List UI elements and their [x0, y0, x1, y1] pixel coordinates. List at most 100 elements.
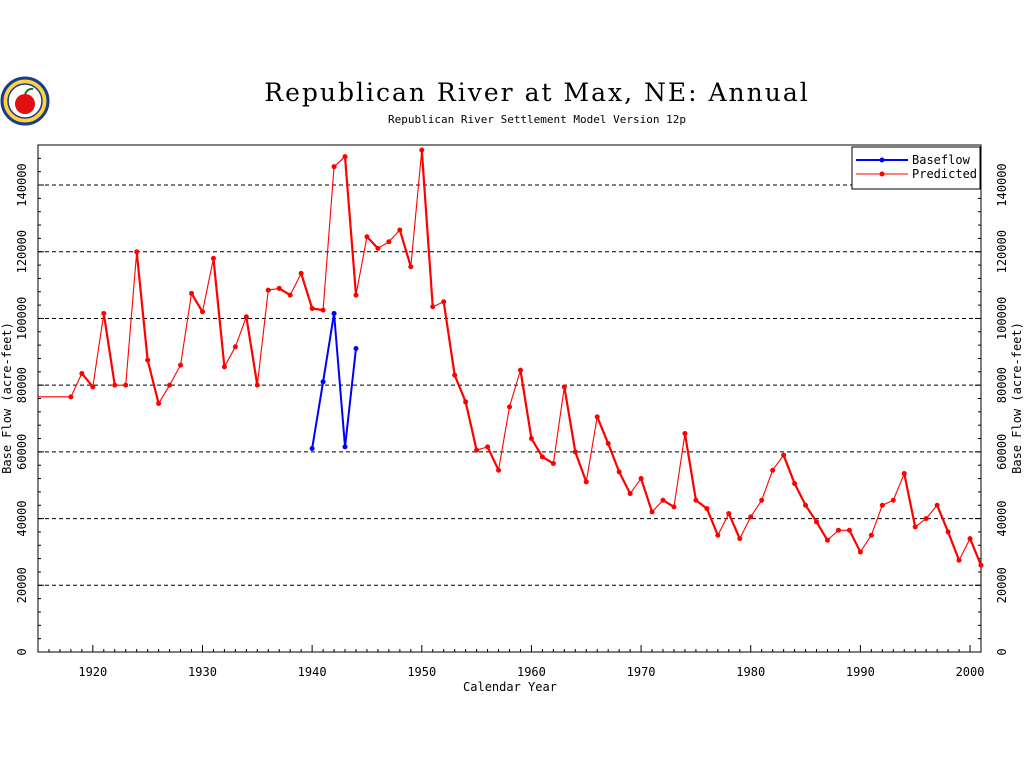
series-segment: [388, 229, 401, 243]
series-segment: [497, 406, 511, 471]
data-point: [572, 449, 578, 455]
series-segment: [903, 473, 917, 528]
gridlines: [38, 184, 981, 586]
series-segment: [640, 478, 654, 513]
data-point: [441, 299, 447, 305]
x-tick-label: 1980: [736, 665, 765, 679]
apple-seal-icon: [0, 76, 50, 126]
series-segment: [410, 149, 423, 267]
data-point: [386, 239, 392, 245]
data-point: [320, 307, 326, 313]
data-point: [485, 444, 491, 450]
data-point: [221, 364, 227, 370]
data-point: [934, 502, 940, 508]
x-tick-label: 1930: [188, 665, 217, 679]
data-point: [134, 249, 140, 255]
data-point: [254, 382, 260, 388]
data-point: [594, 414, 600, 420]
data-point: [835, 527, 841, 533]
data-point: [868, 532, 874, 538]
data-point: [792, 481, 798, 487]
series-segment: [673, 433, 686, 507]
series-segment: [311, 381, 325, 449]
series-segment: [750, 499, 763, 518]
data-point: [79, 370, 85, 376]
y-tick-label-left: 140000: [15, 163, 29, 206]
data-point: [759, 497, 765, 503]
data-point: [320, 379, 326, 385]
series-layer: [38, 147, 984, 568]
data-point: [463, 399, 469, 405]
data-point: [265, 287, 271, 293]
series-segment: [398, 229, 412, 268]
data-point: [781, 452, 787, 458]
data-point: [726, 511, 732, 517]
data-point: [199, 309, 205, 315]
y-tick-label-right: 140000: [995, 163, 1009, 206]
data-point: [539, 454, 545, 460]
series-segment: [442, 301, 456, 376]
data-point: [232, 344, 238, 350]
series-segment: [717, 513, 730, 536]
series-segment: [92, 313, 105, 387]
series-segment: [125, 251, 138, 386]
series-segment: [739, 516, 752, 539]
x-tick-label: 1990: [846, 665, 875, 679]
series-segment: [585, 416, 598, 482]
series-segment: [453, 374, 467, 403]
data-point: [375, 245, 381, 251]
y-tick-label-right: 60000: [995, 434, 1009, 470]
data-point: [276, 285, 282, 291]
series-segment: [618, 471, 632, 495]
series-segment: [289, 273, 302, 296]
series-segment: [366, 235, 379, 250]
series-segment: [892, 473, 905, 501]
data-point: [660, 497, 666, 503]
x-axis-title: Calendar Year: [463, 680, 557, 694]
series-segment: [815, 521, 829, 541]
x-tick-label: 1960: [517, 665, 546, 679]
data-point: [561, 384, 567, 390]
series-segment: [727, 513, 741, 540]
series-segment: [552, 386, 565, 464]
data-point: [331, 310, 337, 316]
data-point: [770, 467, 776, 473]
legend-label-baseflow: Baseflow: [912, 153, 971, 167]
y-axis-ticks: 0 0 20000 20000 40000 40000 60000 60000 80000 800…: [15, 144, 1009, 656]
data-point: [397, 227, 403, 233]
series-segment: [607, 443, 621, 473]
series-segment: [420, 149, 434, 307]
x-tick-label: 2000: [956, 665, 985, 679]
data-point: [605, 441, 611, 447]
data-point: [331, 164, 337, 170]
series-segment: [651, 499, 664, 513]
x-tick-label: 1920: [78, 665, 107, 679]
y-axis-title-left: Base Flow (acre-feet): [0, 322, 14, 474]
series-segment: [300, 273, 314, 309]
series-segment: [761, 470, 774, 501]
series-segment: [212, 258, 226, 367]
series-segment: [486, 446, 500, 471]
series-segment: [70, 373, 83, 398]
data-point: [353, 345, 359, 351]
data-point: [309, 305, 315, 311]
series-predicted: [38, 147, 984, 568]
legend-marker-baseflow: [879, 157, 885, 163]
series-segment: [146, 359, 160, 404]
data-point: [550, 461, 556, 467]
x-axis-ticks: 1920 1930 1940 1950 1960 1970 1980 1990 2000: [37, 645, 985, 679]
data-point: [145, 357, 151, 363]
data-point: [967, 536, 973, 542]
series-segment: [322, 313, 336, 382]
series-segment: [859, 534, 872, 553]
series-segment: [629, 478, 642, 494]
series-segment: [947, 531, 961, 561]
data-point: [298, 270, 304, 276]
series-segment: [969, 538, 983, 566]
data-point: [901, 471, 907, 477]
data-point: [978, 562, 984, 568]
y-tick-label-left: 20000: [15, 567, 29, 603]
data-point: [123, 382, 129, 388]
data-point: [803, 502, 809, 508]
